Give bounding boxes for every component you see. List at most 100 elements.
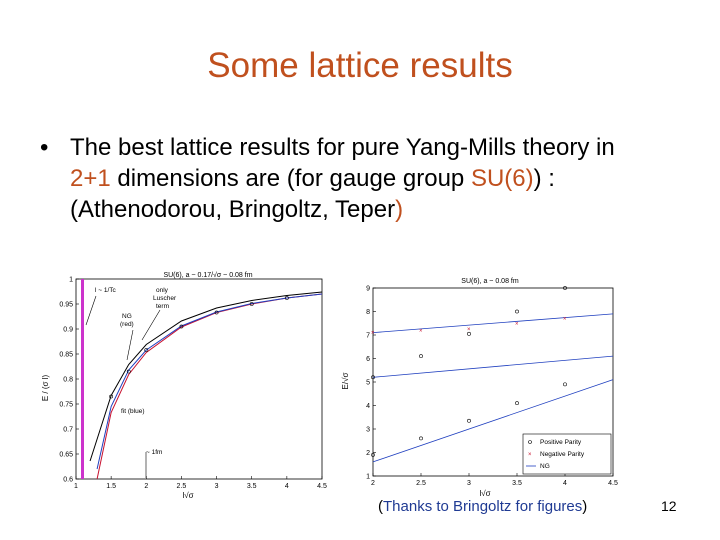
right-legend: Positive Parity × Negative Parity NG <box>522 433 612 475</box>
right-x-tick-label: 3 <box>467 480 471 487</box>
ng-line-excited <box>372 355 614 378</box>
negative-parity-point: × <box>371 331 375 337</box>
ng-line-upper <box>372 313 614 334</box>
highlight-dimensions: 2+1 <box>70 165 111 192</box>
left-y-axis-label: E / (σ l) <box>41 375 50 402</box>
left-x-tick-label: 4 <box>285 483 289 490</box>
left-plot-frame <box>75 278 323 480</box>
right-data-points: × × × × × <box>371 286 567 457</box>
negative-parity-point: × <box>467 327 471 333</box>
bullet-text-part: The best lattice results for pure Yang-M… <box>70 134 615 161</box>
negative-parity-point: × <box>563 317 567 323</box>
right-y-tick-label: 8 <box>366 309 370 316</box>
left-x-tick-label: 3.5 <box>247 483 257 490</box>
highlight-gauge-group: SU(6) <box>470 165 534 192</box>
left-data-point <box>109 394 114 399</box>
right-y-axis-label: E/√σ <box>341 372 350 389</box>
caption-paren: ( <box>378 498 383 515</box>
fit-curve <box>96 293 323 470</box>
positive-parity-point <box>419 354 423 359</box>
negative-parity-point: × <box>419 328 423 334</box>
annotation-tc: l ~ 1/Tc <box>95 287 117 294</box>
luscher-curve <box>89 291 323 462</box>
legend-ng: NG <box>540 463 550 470</box>
annotation-luscher-3: term <box>156 303 169 310</box>
positive-parity-point <box>467 418 471 423</box>
bullet-marker: • <box>40 134 49 161</box>
right-x-tick-label: 2 <box>371 480 375 487</box>
bullet-point: • The best lattice results for pure Yang… <box>40 132 680 225</box>
right-figure: SU(6), a ~ 0.08 fm E/√σ l√σ 2 2.5 3 3.5 4 4.5… <box>340 276 630 498</box>
right-x-tick-label: 2.5 <box>416 480 426 487</box>
positive-parity-point <box>371 375 375 380</box>
left-x-axis-label: l√σ <box>182 491 193 500</box>
right-y-tick-label: 6 <box>366 356 370 363</box>
positive-parity-point <box>467 331 471 336</box>
right-ng-lines <box>372 313 614 463</box>
left-y-tick-label: 0.95 <box>59 302 73 309</box>
annotation-luscher-2: Luscher <box>153 295 177 302</box>
slide-title: Some lattice results <box>207 46 513 85</box>
positive-parity-point <box>563 286 567 290</box>
left-y-tick-label: 0.85 <box>59 352 73 359</box>
left-x-tick-label: 2 <box>144 483 148 490</box>
left-x-tick-label: 1.5 <box>106 483 116 490</box>
caption-text: Thanks to Bringoltz for figures <box>383 498 583 515</box>
left-y-tick-label: 0.8 <box>63 377 73 384</box>
positive-parity-point <box>515 401 519 406</box>
left-x-tick-label: 3 <box>215 483 219 490</box>
left-curves <box>89 291 323 480</box>
bullet-text-part: dimensions are (for gauge group <box>110 165 471 192</box>
annotation-fit: fit (blue) <box>121 408 144 415</box>
highlight-paren: ) <box>395 196 404 223</box>
right-chart-title: SU(6), a ~ 0.08 fm <box>461 278 519 285</box>
legend-positive: Positive Parity <box>540 439 582 446</box>
left-y-tick-label: 0.6 <box>63 477 73 484</box>
negative-parity-point: × <box>515 321 519 327</box>
left-data-point <box>144 348 149 352</box>
left-axis-ticks: 1 1.5 2 2.5 3 3.5 4 4.5 0.6 0.65 0.7 0.75 0.8 0.85 0.9… <box>59 277 327 491</box>
legend-negative-marker: × <box>528 452 532 458</box>
left-y-tick-label: 0.9 <box>63 327 73 334</box>
positive-parity-point <box>419 436 423 441</box>
right-y-tick-label: 9 <box>366 286 370 293</box>
tc-band <box>81 279 84 479</box>
right-y-tick-label: 7 <box>366 333 370 340</box>
positive-parity-point <box>563 382 567 387</box>
positive-parity-point <box>515 309 519 314</box>
figure-credit: (Thanks to Bringoltz for figures) <box>378 498 587 515</box>
annotation-ng-1: NG <box>122 313 132 320</box>
left-data-point <box>249 302 254 306</box>
right-y-tick-label: 3 <box>366 427 370 434</box>
right-x-axis-label: l√σ <box>479 489 490 498</box>
right-y-tick-label: 1 <box>366 474 370 481</box>
left-chart-title: SU(6), a ~ 0.17/√σ ~ 0.08 fm <box>163 271 252 279</box>
left-y-tick-label: 1 <box>69 277 73 284</box>
page-number: 12 <box>661 498 677 514</box>
annotation-luscher-1: only <box>156 287 169 294</box>
legend-box <box>522 433 612 475</box>
right-y-tick-label: 2 <box>366 450 370 457</box>
left-data-point <box>214 310 219 315</box>
annotation-fm: ~ 1fm <box>146 449 162 456</box>
left-data-point <box>179 324 184 329</box>
left-x-tick-label: 2.5 <box>177 483 187 490</box>
bullet-text: The best lattice results for pure Yang-M… <box>70 132 660 225</box>
left-data-points <box>109 296 289 399</box>
right-x-tick-label: 3.5 <box>512 480 522 487</box>
positive-parity-point <box>371 452 375 457</box>
caption-paren: ) <box>582 498 588 515</box>
left-data-point <box>126 369 131 374</box>
left-data-point <box>284 296 289 300</box>
left-y-tick-label: 0.7 <box>63 427 73 434</box>
left-x-tick-label: 4.5 <box>317 483 327 490</box>
ng-line <box>372 379 614 463</box>
legend-positive-marker <box>528 440 532 444</box>
annotation-ng-2: (red) <box>120 321 134 328</box>
bullet-text-part: ) : (Athenodorou, Bringoltz, Teper <box>70 165 555 223</box>
right-y-tick-label: 4 <box>366 403 370 410</box>
right-x-tick-label: 4 <box>563 480 567 487</box>
right-x-tick-label: 4.5 <box>608 480 618 487</box>
legend-negative: Negative Parity <box>540 451 585 458</box>
